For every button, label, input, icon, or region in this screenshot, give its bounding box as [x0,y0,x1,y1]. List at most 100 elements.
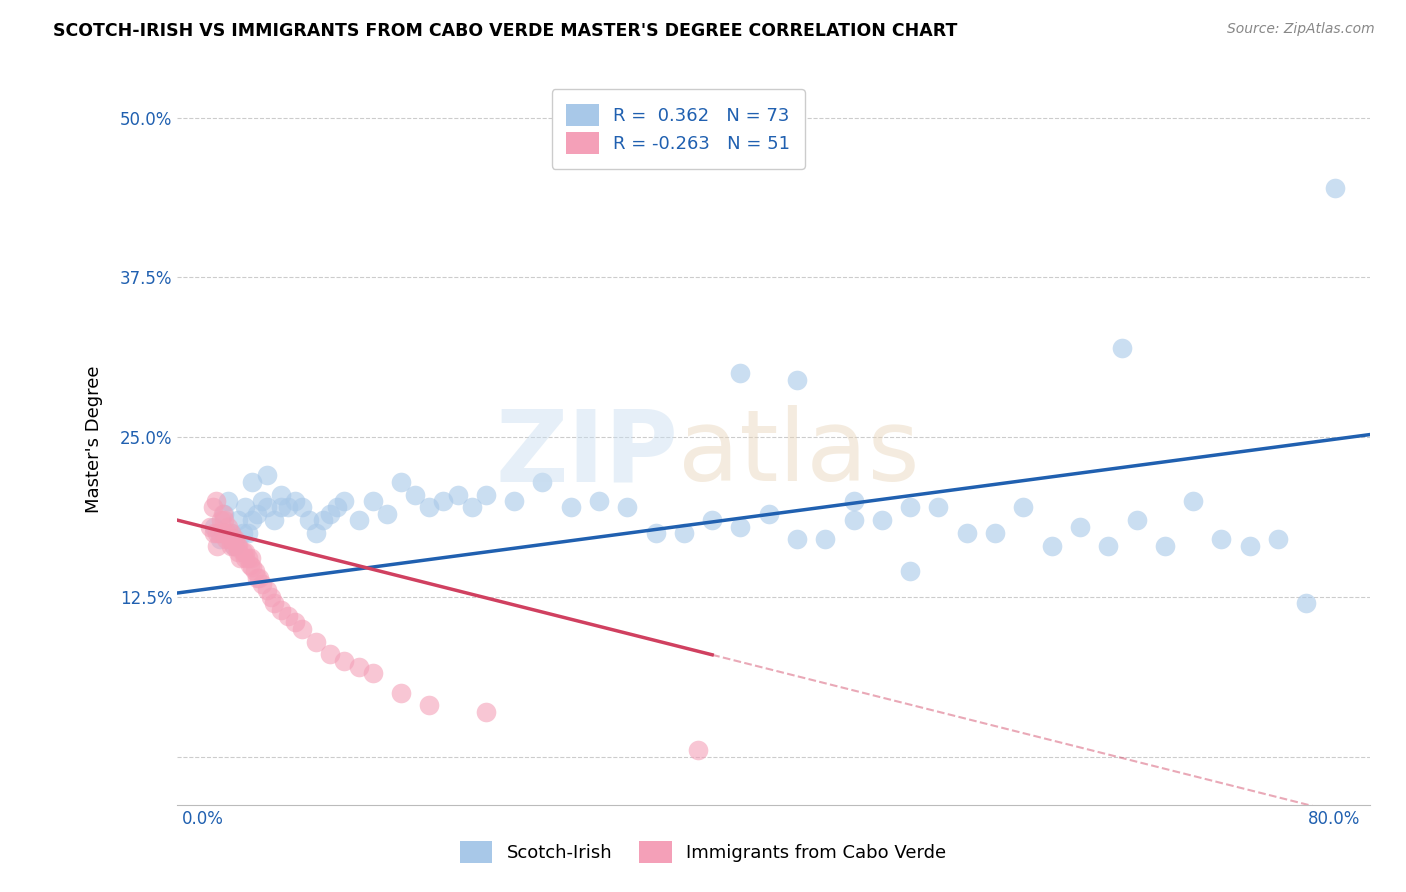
Point [222,539,245,553]
Point [758,507,780,521]
Point [404,487,426,501]
Point [312,513,335,527]
Point [217,519,239,533]
Point [418,698,440,713]
Point [389,686,412,700]
Point [984,525,1007,540]
Point [226,545,249,559]
Point [225,539,247,553]
Point [298,513,321,527]
Point [870,513,893,527]
Point [1040,539,1063,553]
Point [1097,539,1119,553]
Point [208,533,231,547]
Point [446,487,468,501]
Point [333,654,356,668]
Point [786,533,808,547]
Point [208,525,231,540]
Point [219,539,242,553]
Point [786,373,808,387]
Y-axis label: Master's Degree: Master's Degree [86,366,103,513]
Point [475,705,498,719]
Point [226,539,249,553]
Point [242,475,264,489]
Point [256,500,278,515]
Point [235,551,257,566]
Point [460,500,482,515]
Point [221,533,243,547]
Point [209,513,232,527]
Point [418,500,440,515]
Point [222,539,245,553]
Point [927,500,949,515]
Point [212,513,235,527]
Point [242,560,264,574]
Point [235,545,257,559]
Text: ZIP: ZIP [495,405,678,502]
Point [702,513,724,527]
Point [228,551,250,566]
Point [1295,596,1317,610]
Point [672,525,695,540]
Point [263,513,285,527]
Point [202,519,225,533]
Text: atlas: atlas [678,405,920,502]
Point [198,519,221,533]
Text: SCOTCH-IRISH VS IMMIGRANTS FROM CABO VERDE MASTER'S DEGREE CORRELATION CHART: SCOTCH-IRISH VS IMMIGRANTS FROM CABO VER… [53,22,957,40]
Point [347,660,370,674]
Point [616,500,638,515]
Point [217,494,239,508]
Point [277,609,299,624]
Point [361,666,384,681]
Point [1069,519,1091,533]
Point [263,596,285,610]
Legend: R =  0.362   N = 73, R = -0.263   N = 51: R = 0.362 N = 73, R = -0.263 N = 51 [553,89,804,169]
Point [730,519,752,533]
Point [204,494,226,508]
Point [1125,513,1147,527]
Point [260,590,283,604]
Point [238,525,260,540]
Point [235,500,257,515]
Point [284,494,307,508]
Point [333,494,356,508]
Point [270,602,292,616]
Point [1211,533,1233,547]
Point [212,507,235,521]
Point [319,648,342,662]
Point [256,583,278,598]
Point [644,525,666,540]
Point [1012,500,1035,515]
Point [375,507,398,521]
Point [202,525,225,540]
Point [588,494,610,508]
Point [238,551,260,566]
Point [503,494,526,508]
Point [205,525,228,540]
Point [219,525,242,540]
Point [218,533,240,547]
Point [560,500,582,515]
Point [531,475,554,489]
Point [898,500,921,515]
Point [305,634,328,648]
Point [956,525,979,540]
Point [277,500,299,515]
Point [842,513,865,527]
Point [215,525,238,540]
Point [239,558,262,572]
Point [270,500,292,515]
Point [1111,341,1133,355]
Point [319,507,342,521]
Point [326,500,349,515]
Text: Source: ZipAtlas.com: Source: ZipAtlas.com [1227,22,1375,37]
Point [224,533,246,547]
Point [211,507,233,521]
Point [246,507,269,521]
Point [226,513,249,527]
Point [231,545,253,559]
Point [270,487,292,501]
Point [231,525,253,540]
Point [219,525,242,540]
Point [212,525,235,540]
